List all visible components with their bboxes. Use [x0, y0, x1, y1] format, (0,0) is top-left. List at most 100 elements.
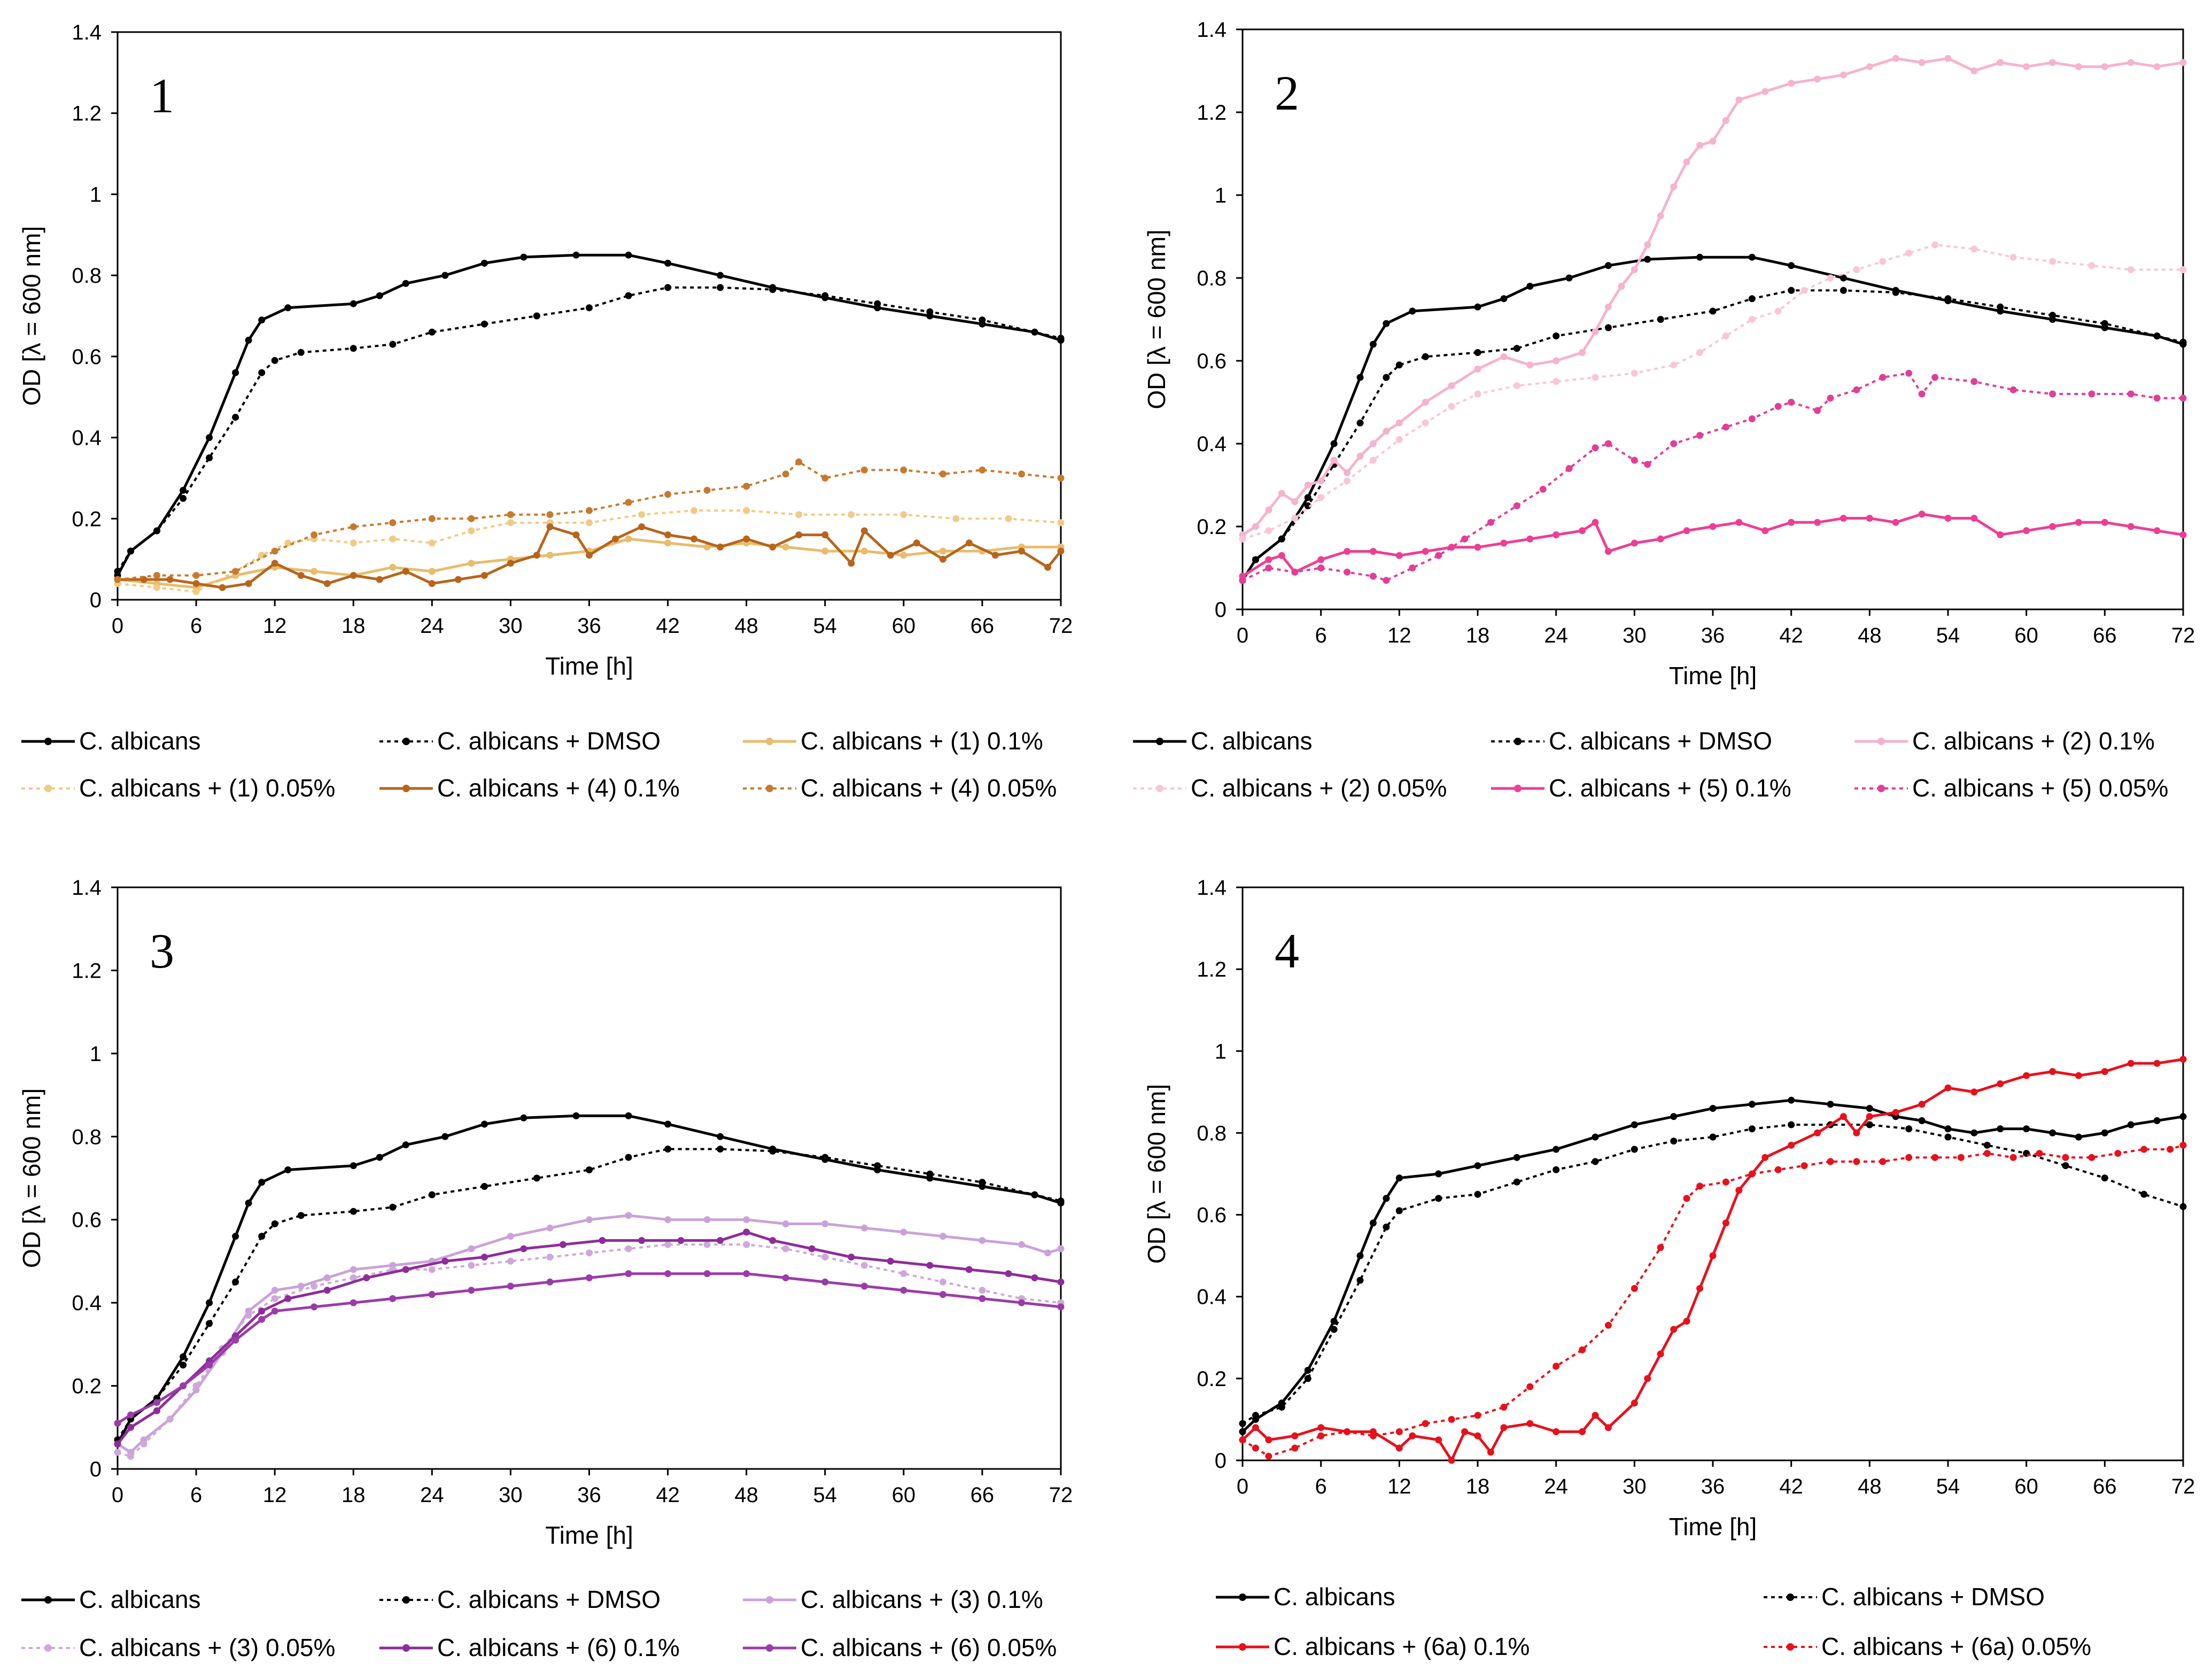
data-point — [428, 1266, 436, 1273]
data-point — [1722, 117, 1729, 124]
data-point — [180, 486, 187, 494]
series-c-albicans-3-0-05 — [114, 1241, 1065, 1460]
data-point — [2179, 1141, 2187, 1149]
data-point — [743, 1216, 750, 1224]
series-line — [1242, 372, 2183, 582]
x-tick-label: 60 — [2014, 624, 2038, 647]
data-point — [1644, 1375, 1651, 1382]
x-tick-label: 60 — [892, 614, 916, 638]
data-point — [717, 1237, 724, 1244]
x-tick-label: 36 — [577, 614, 601, 638]
data-point — [1526, 361, 1534, 369]
data-point — [1018, 1241, 1025, 1248]
data-point — [1579, 527, 1586, 535]
data-point — [1644, 256, 1651, 263]
data-point — [192, 572, 200, 579]
data-point — [664, 284, 672, 291]
y-tick-label: 0.6 — [72, 1209, 102, 1232]
data-point — [1395, 1428, 1403, 1435]
series-line — [117, 1272, 1061, 1425]
data-point — [1383, 428, 1390, 435]
data-point — [271, 1220, 278, 1227]
data-point — [1422, 1420, 1429, 1427]
data-point — [258, 369, 266, 376]
legend-label: C. albicans — [1191, 727, 1313, 755]
data-point — [1526, 283, 1534, 290]
series-line — [1241, 1098, 2184, 1433]
y-tick-label: 0.8 — [1197, 1121, 1227, 1145]
y-tick-label: 1.2 — [72, 959, 102, 982]
data-point — [1853, 386, 1860, 393]
data-point — [743, 1270, 750, 1278]
data-point — [1905, 369, 1913, 377]
data-point — [284, 539, 292, 547]
data-point — [1278, 552, 1285, 559]
x-tick-label: 24 — [1544, 624, 1568, 647]
x-tick-label: 48 — [1858, 1475, 1882, 1498]
data-point — [1448, 382, 1455, 389]
data-point — [311, 1282, 318, 1290]
data-point — [638, 523, 646, 530]
series-c-albicans-2-0-1 — [1239, 55, 2187, 538]
data-point — [1252, 556, 1259, 563]
data-point — [913, 539, 920, 547]
data-point — [1592, 444, 1599, 452]
data-point — [389, 341, 397, 348]
legend-marker — [1156, 785, 1163, 792]
y-tick-label: 0.2 — [72, 507, 102, 531]
data-point — [1474, 390, 1481, 398]
data-point — [1814, 75, 1821, 83]
data-point — [1383, 320, 1390, 327]
data-point — [1735, 1187, 1743, 1194]
x-tick-label: 18 — [341, 1483, 366, 1507]
x-tick-label: 48 — [734, 1483, 758, 1507]
panel-number: 4 — [1275, 924, 1299, 978]
data-point — [782, 1245, 789, 1252]
data-point — [1827, 274, 1834, 282]
data-point — [1788, 1141, 1795, 1149]
data-point — [1317, 1432, 1325, 1440]
plot-frame — [1241, 28, 2184, 610]
series-c-albicans-1-0-1 — [114, 535, 1065, 591]
series-c-albicans-6-0-05 — [114, 1270, 1065, 1427]
data-point — [507, 1257, 514, 1265]
data-point — [245, 1200, 252, 1207]
data-point — [979, 1179, 986, 1186]
data-point — [2101, 1129, 2108, 1136]
data-point — [2153, 1117, 2161, 1124]
data-point — [350, 1266, 357, 1273]
data-point — [2023, 527, 2030, 535]
data-point — [428, 568, 436, 575]
data-point — [821, 547, 829, 555]
data-point — [795, 531, 803, 539]
data-point — [1866, 1121, 1873, 1128]
data-point — [1344, 548, 1351, 555]
data-point — [1709, 1133, 1717, 1141]
legend-marker — [44, 1644, 52, 1652]
data-point — [1774, 1166, 1782, 1173]
chart-panel-1: 0 6 12 18 24 30 36 42 48 54 60 66 72 0 0.2 0.4 0.6 0.8 1 1.… — [18, 21, 1073, 802]
data-point — [1057, 474, 1065, 482]
legend: C. albicans C. albicans + DMSO C. albicans… — [1216, 1583, 2091, 1660]
data-point — [480, 1183, 488, 1190]
x-tick-label: 30 — [499, 614, 523, 638]
legend-marker — [44, 785, 52, 792]
legend-item: C. albicans + (6a) 0.1% — [1216, 1632, 1530, 1660]
data-point — [1526, 535, 1534, 543]
y-axis-title: OD [λ = 600 nm] — [1143, 1084, 1170, 1264]
data-point — [2101, 1068, 2108, 1076]
data-point — [1474, 1412, 1481, 1419]
y-tick-label: 0.2 — [1197, 1367, 1227, 1391]
y-axis-title: OD [λ = 600 nm] — [1143, 229, 1170, 409]
data-point — [939, 547, 946, 555]
data-point — [2179, 59, 2187, 66]
data-point — [717, 543, 724, 551]
data-point — [232, 414, 239, 421]
data-point — [1983, 1150, 1991, 1157]
data-point — [1696, 349, 1704, 356]
legend-marker — [402, 1644, 410, 1652]
series-line — [1241, 57, 2184, 536]
data-point — [586, 552, 593, 559]
data-point — [1696, 253, 1704, 261]
data-point — [389, 563, 397, 571]
